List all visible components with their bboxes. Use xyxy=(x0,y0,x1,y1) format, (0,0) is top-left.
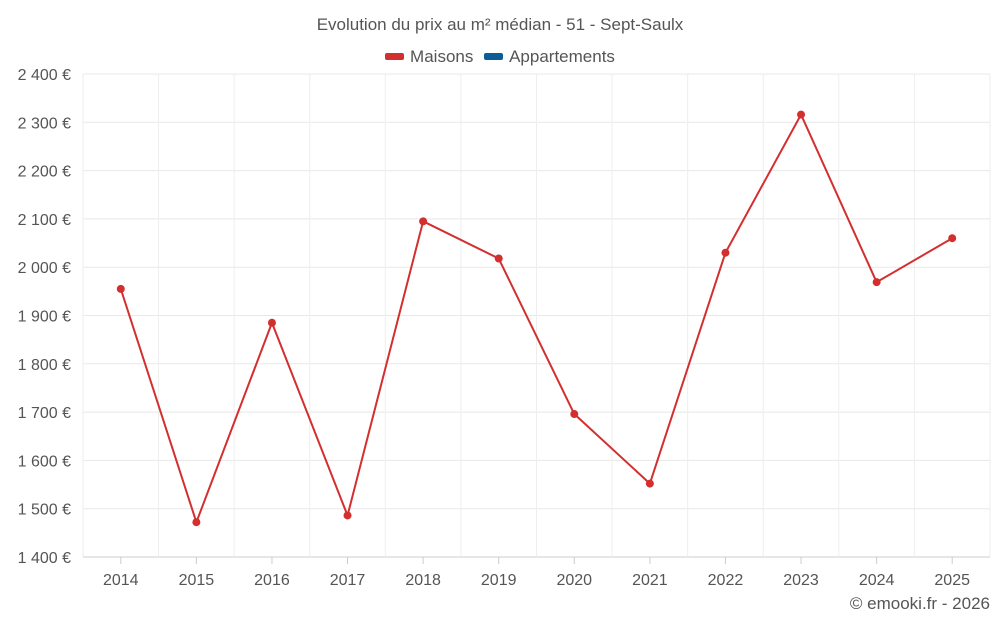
data-point xyxy=(116,284,125,293)
data-point xyxy=(948,234,957,243)
x-tick-label: 2020 xyxy=(556,572,592,589)
chart-axes: 1 400 € 1 500 € 1 600 € 1 700 € 1 800 € 1 900… xyxy=(18,67,970,589)
data-point xyxy=(645,479,654,488)
y-tick-label: 1 900 € xyxy=(18,309,71,326)
y-tick-label: 2 200 € xyxy=(18,164,71,181)
data-point xyxy=(721,248,730,257)
x-tick-label: 2021 xyxy=(632,572,668,589)
y-tick-label: 2 100 € xyxy=(18,212,71,229)
chart-legend: Maisons Appartements xyxy=(0,45,1000,67)
x-tick-label: 2016 xyxy=(254,572,290,589)
x-tick-label: 2017 xyxy=(330,572,366,589)
data-point xyxy=(872,278,881,287)
chart-title: Evolution du prix au m² médian - 51 - Se… xyxy=(316,15,684,34)
x-tick-label: 2024 xyxy=(859,572,895,589)
legend-item-maisons[interactable]: Maisons xyxy=(385,47,473,67)
x-tick-label: 2015 xyxy=(179,572,215,589)
credit-text: © emooki.fr - 2026 xyxy=(849,594,990,613)
x-tick-label: 2023 xyxy=(783,572,819,589)
x-tick-label: 2014 xyxy=(103,572,139,589)
legend-item-appartements[interactable]: Appartements xyxy=(484,47,615,67)
y-tick-label: 1 700 € xyxy=(18,405,71,422)
data-point xyxy=(419,217,428,226)
x-tick-label: 2025 xyxy=(934,572,970,589)
y-tick-label: 1 500 € xyxy=(18,502,71,519)
legend-swatch-appartements xyxy=(484,53,504,60)
legend-swatch-maisons xyxy=(385,53,405,60)
legend-label-maisons: Maisons xyxy=(410,46,474,66)
x-tick-label: 2018 xyxy=(405,572,441,589)
series-line-maisons xyxy=(119,113,953,524)
y-tick-label: 1 800 € xyxy=(18,357,71,374)
legend-label-appartements: Appartements xyxy=(509,46,615,66)
chart-series xyxy=(116,110,957,527)
data-point xyxy=(267,318,276,327)
data-point xyxy=(343,511,352,520)
chart-grid xyxy=(82,73,991,558)
data-point xyxy=(570,410,579,419)
data-point xyxy=(494,254,503,263)
y-tick-label: 1 600 € xyxy=(18,453,71,470)
y-tick-label: 1 400 € xyxy=(18,550,71,567)
y-tick-label: 2 400 € xyxy=(18,67,71,84)
x-tick-label: 2022 xyxy=(708,572,744,589)
y-tick-label: 2 000 € xyxy=(18,260,71,277)
x-tick-label: 2019 xyxy=(481,572,517,589)
y-tick-label: 2 300 € xyxy=(18,115,71,132)
data-point xyxy=(192,518,201,527)
data-point xyxy=(797,110,806,119)
